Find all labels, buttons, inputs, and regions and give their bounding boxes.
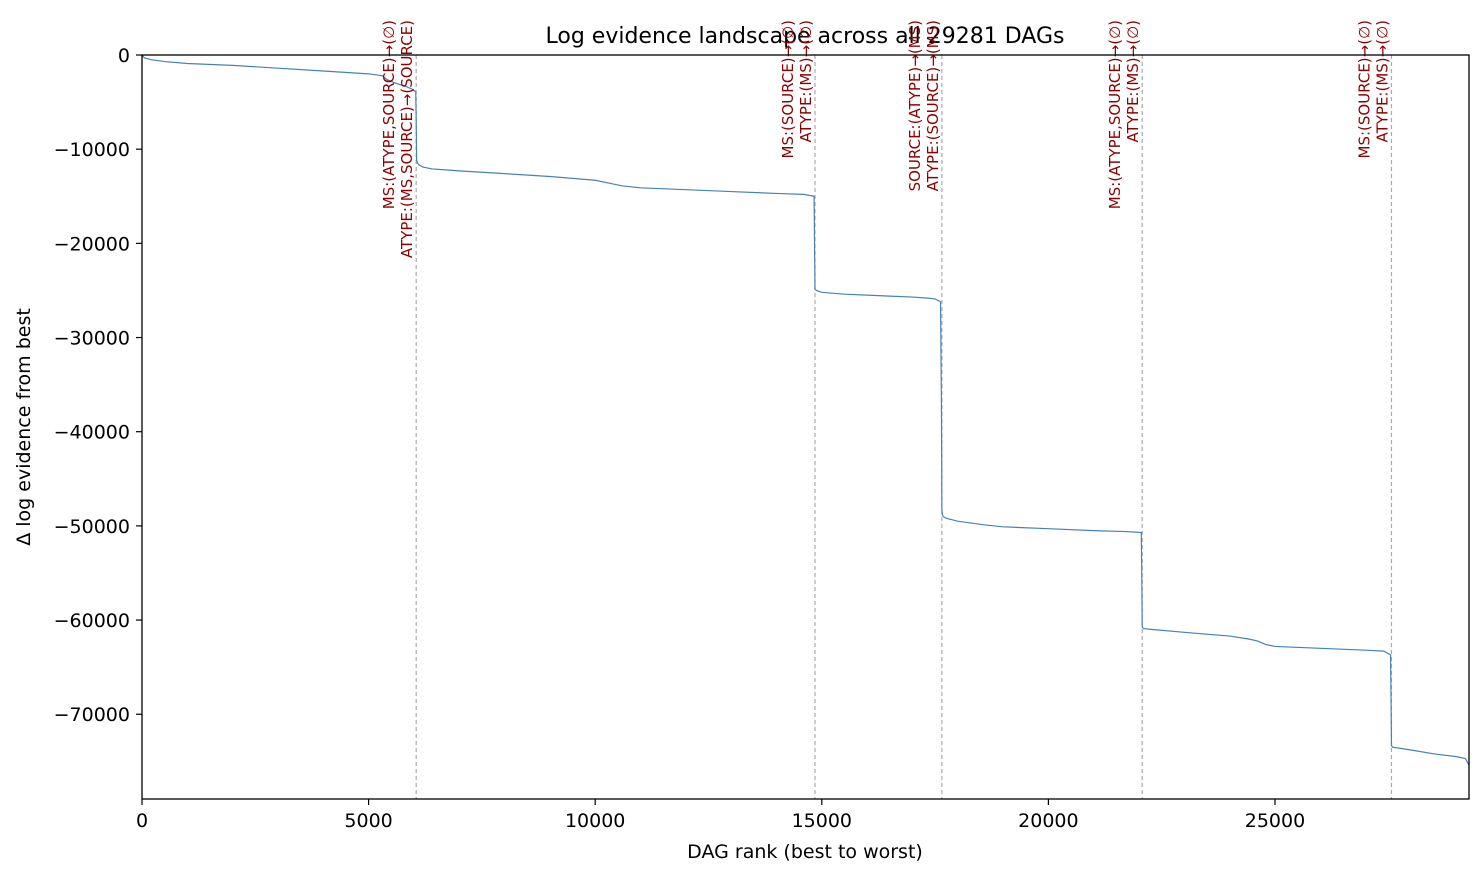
y-axis-title: Δ log evidence from best <box>13 308 35 546</box>
series-line-group <box>141 54 1470 766</box>
x-axis: 0 5000 10000 15000 20000 25000 <box>136 799 1305 832</box>
y-axis: 0 −10000 −20000 −30000 −40000 −50000 −60000 −70… <box>54 45 142 726</box>
y-tick-label-2: −20000 <box>54 233 130 255</box>
annotation-0-line-0: MS:(ATYPE,SOURCE)→(∅) <box>380 20 398 209</box>
y-tick-label-7: −70000 <box>54 704 130 726</box>
plot-frame <box>141 54 1470 800</box>
annotation-0-line-1: ATYPE:(MS,SOURCE)→(SOURCE) <box>398 20 416 258</box>
x-tick-label-4: 20000 <box>1018 810 1078 832</box>
vline-group <box>415 55 1393 799</box>
annotation-4-line-1: ATYPE:(MS)→(∅) <box>1374 20 1392 143</box>
annotation-4-line-0: MS:(SOURCE)→(∅) <box>1356 20 1374 159</box>
annotation-1-line-0: MS:(SOURCE)→(∅) <box>779 20 797 159</box>
annotation-3-line-0: MS:(ATYPE,SOURCE)→(∅) <box>1106 20 1124 209</box>
annotation-3-line-1: ATYPE:(MS)→(∅) <box>1124 20 1142 143</box>
chart-title: Log evidence landscape across all 29281 … <box>546 24 1065 49</box>
annotation-2-line-1: ATYPE:(SOURCE)→(MS) <box>924 20 942 191</box>
y-tick-label-1: −10000 <box>54 139 130 161</box>
x-tick-label-2: 10000 <box>565 810 625 832</box>
x-tick-label-3: 15000 <box>792 810 852 832</box>
x-tick-label-0: 0 <box>136 810 148 832</box>
annotation-group: MS:(ATYPE,SOURCE)→(∅) ATYPE:(MS,SOURCE)→(… <box>380 20 1391 258</box>
annotation-1-line-1: ATYPE:(MS)→(∅) <box>797 20 815 143</box>
y-tick-label-4: −40000 <box>54 422 130 444</box>
y-tick-label-6: −60000 <box>54 610 130 632</box>
series-line-0 <box>141 54 1470 766</box>
y-tick-label-3: −30000 <box>54 328 130 350</box>
annotation-2-line-0: SOURCE:(ATYPE)→(MS) <box>906 20 924 191</box>
x-tick-label-1: 5000 <box>344 810 392 832</box>
y-tick-label-0: 0 <box>118 45 130 67</box>
x-axis-title: DAG rank (best to worst) <box>687 841 923 863</box>
y-tick-label-5: −50000 <box>54 516 130 538</box>
x-tick-label-5: 25000 <box>1245 810 1305 832</box>
